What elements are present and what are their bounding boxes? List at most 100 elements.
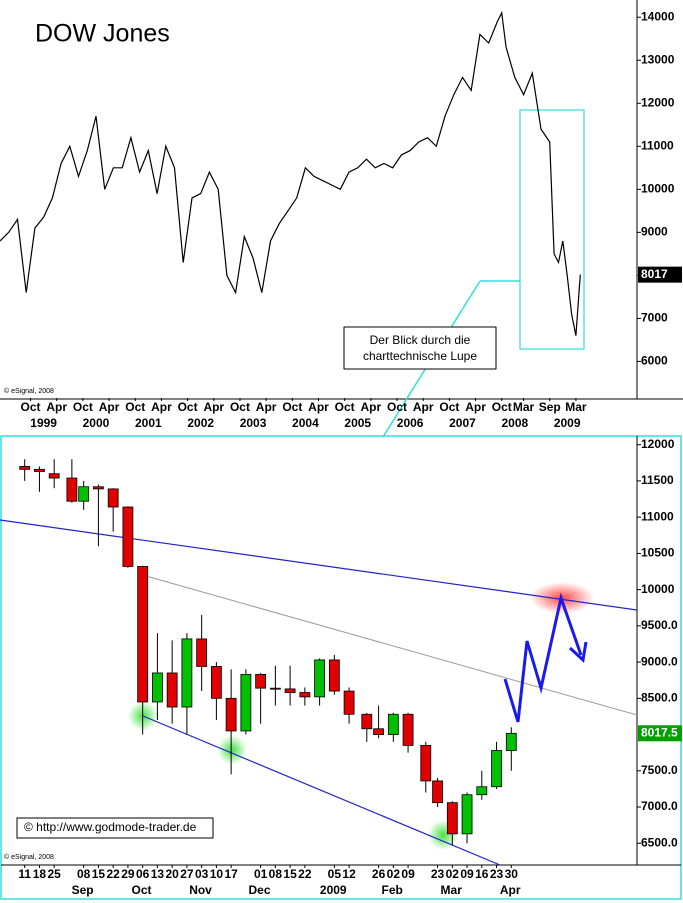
x-tick-label: Oct [73,400,93,414]
candle-body [446,802,458,835]
x-tick-label: 30 [505,867,519,881]
candle-body [420,745,432,782]
candle-body [505,732,517,751]
x-tick-label: 23 [490,867,504,881]
candle-body [255,674,267,689]
candle-body [240,674,252,732]
x-group-label: 2009 [320,883,347,897]
last-value-box [638,266,682,283]
x-group-label: 2004 [292,416,319,430]
x-tick-label: Oct [125,400,145,414]
candle-body [476,786,488,796]
x-group-label: 2002 [187,416,214,430]
x-tick-label: 11 [18,867,31,881]
x-tick-label: Oct [335,400,355,414]
x-tick-label: 01 [254,867,268,881]
x-tick-label: 22 [106,867,120,881]
x-tick-label: Apr [46,400,67,414]
candle-body [432,780,443,804]
y-tick-label: 10500 [641,546,675,560]
source-text: © http://www.godmode-trader.de [24,820,197,834]
y-tick-label: 10000 [641,582,675,596]
y-tick-label: 9000.0 [641,654,678,668]
y-tick-label: 11000 [641,509,674,523]
x-tick-label: Apr [203,400,224,414]
last-value-box [638,725,682,742]
x-group-label: Apr [500,883,521,897]
trend-line [142,715,501,866]
candle-body [48,473,60,479]
x-tick-label: Apr [308,400,329,414]
candle-body [373,728,384,735]
x-tick-label: 12 [342,867,356,881]
y-tick-label: 7500.0 [641,763,678,777]
x-tick-label: Apr [99,400,120,414]
x-group-label: 1999 [30,416,57,430]
x-tick-label: 06 [136,867,150,881]
chart-title: DOW Jones [35,20,170,48]
x-tick-label: Oct [439,400,459,414]
x-group-label: 2000 [83,416,110,430]
y-tick-label: 9000 [641,225,668,239]
x-group-label: 2001 [135,416,162,430]
arrow-head [568,641,588,663]
x-tick-label: 05 [328,867,342,881]
x-tick-label: Mar [565,400,587,414]
y-tick-label: 7000 [641,311,668,325]
x-tick-label: Apr [151,400,172,414]
x-group-label: 2003 [240,416,267,430]
y-tick-label: 11000 [641,138,674,152]
x-group-label: Mar [441,883,463,897]
candle-body [461,794,473,835]
zoom-frame [519,109,585,350]
y-tick-label: 9500.0 [641,618,678,632]
x-tick-label: 09 [460,867,474,881]
candle-body [122,506,134,567]
x-tick-label: 18 [33,867,47,881]
x-tick-label: Mar [513,400,535,414]
candle-body [152,672,163,703]
x-tick-label: 02 [446,867,460,881]
x-group-label: Nov [189,883,212,897]
y-tick-label: 8500.0 [641,690,678,704]
x-tick-label: Oct [21,400,41,414]
candle-body [210,666,222,699]
candle-body [66,477,78,502]
x-group-label: Feb [382,883,403,897]
x-tick-label: Oct [387,400,407,414]
copyright: © eSignal, 2008 [4,853,54,861]
candle-body [196,638,208,667]
candle-body [343,690,355,715]
copyright: © eSignal, 2008 [4,387,54,395]
candle-body [361,713,373,730]
callout-text: Der Blick durch die [370,333,471,347]
x-tick-label: Oct [492,400,512,414]
x-tick-label: Apr [413,400,434,414]
y-tick-label: 6000 [641,354,668,368]
candle-body [78,486,90,502]
x-tick-label: 08 [269,867,283,881]
x-tick-label: 16 [475,867,489,881]
x-tick-label: 15 [92,867,106,881]
x-tick-label: 25 [48,867,62,881]
x-tick-label: 22 [298,867,312,881]
x-tick-label: Apr [465,400,486,414]
x-tick-label: 08 [77,867,91,881]
highlight [217,735,247,765]
y-tick-label: 13000 [641,52,675,66]
x-tick-label: 02 [387,867,401,881]
x-tick-label: 15 [283,867,297,881]
x-tick-label: 03 [195,867,209,881]
panel-frame [0,435,682,900]
x-tick-label: 17 [224,867,238,881]
y-tick-label: 10000 [641,181,675,195]
x-tick-label: 23 [431,867,445,881]
x-tick-label: 09 [401,867,415,881]
y-tick-label: 12000 [641,437,675,451]
candle-body [314,659,326,698]
x-tick-label: Apr [361,400,382,414]
x-group-label: Dec [249,883,271,897]
candle-body [225,697,237,732]
